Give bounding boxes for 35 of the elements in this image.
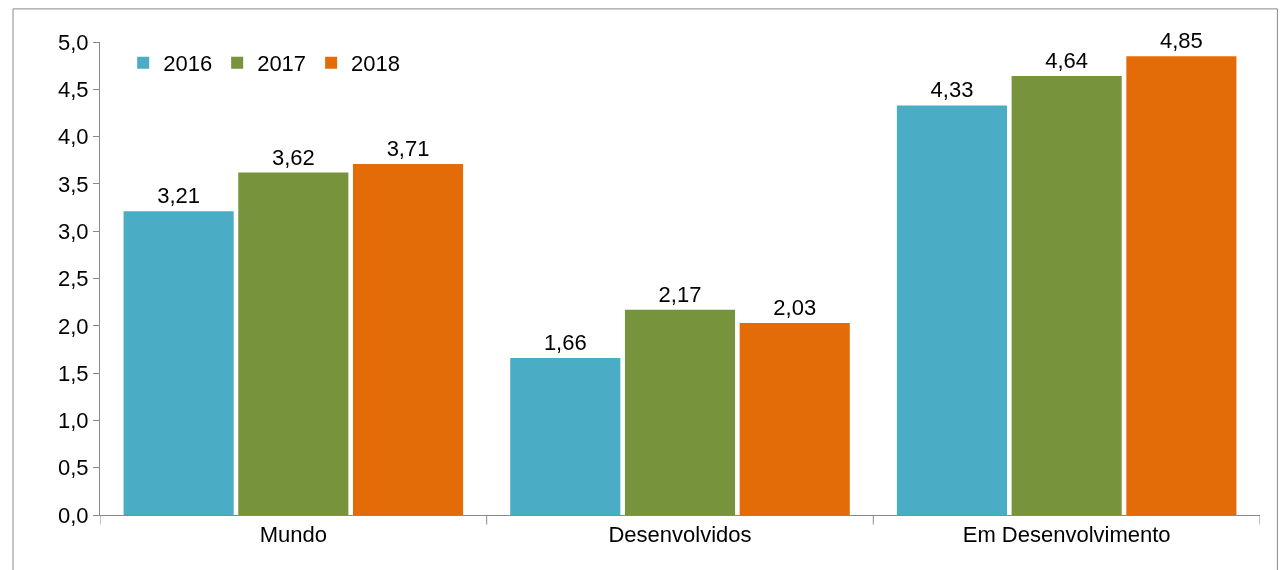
bar (739, 322, 850, 515)
y-tick-label: 1,0 (58, 408, 89, 434)
y-tick-label: 4,0 (58, 124, 89, 150)
y-tick-label: 2,5 (58, 266, 89, 292)
legend-label: 2017 (257, 51, 307, 77)
x-tick-label: Mundo (259, 522, 327, 548)
data-label: 4,64 (1045, 48, 1089, 74)
data-label: 3,62 (271, 144, 315, 170)
bar (510, 357, 621, 515)
data-label: 1,66 (543, 329, 587, 355)
y-tick-label: 3,5 (58, 171, 89, 197)
bar (896, 105, 1008, 515)
y-tick-label: 3,0 (58, 218, 89, 244)
x-tick-label: Desenvolvidos (608, 522, 752, 548)
data-label: 3,21 (157, 183, 201, 209)
data-label: 2,17 (658, 281, 702, 307)
y-tick-label: 1,5 (58, 360, 89, 386)
legend-label: 2018 (351, 51, 401, 77)
y-tick-label: 5,0 (58, 29, 89, 55)
data-label: 2,03 (773, 294, 817, 320)
bar (123, 211, 234, 515)
bar (352, 164, 464, 515)
data-label: 4,85 (1159, 28, 1203, 54)
y-tick-label: 0,0 (58, 502, 89, 528)
data-label: 3,71 (386, 136, 430, 162)
bar (1126, 56, 1237, 515)
bar (624, 309, 736, 515)
bar (1011, 76, 1122, 515)
legend-label: 2016 (163, 51, 213, 77)
bar (238, 172, 349, 515)
y-tick-label: 0,5 (58, 455, 89, 481)
y-tick-label: 4,5 (58, 77, 89, 102)
data-label: 4,33 (930, 77, 974, 103)
y-tick-label: 2,0 (58, 313, 89, 339)
x-tick-label: Em Desenvolvimento (962, 522, 1171, 548)
